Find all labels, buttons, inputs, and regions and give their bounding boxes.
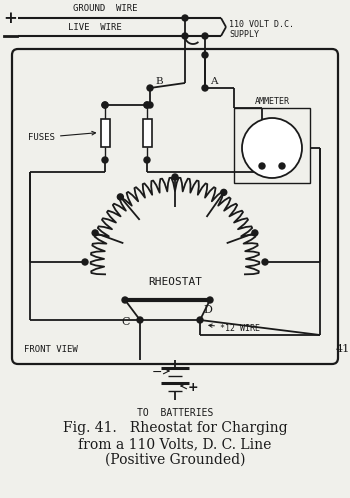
Circle shape bbox=[242, 118, 302, 178]
Text: *12 WIRE: *12 WIRE bbox=[209, 324, 260, 333]
Text: SUPPLY: SUPPLY bbox=[229, 30, 259, 39]
Text: LIVE  WIRE: LIVE WIRE bbox=[68, 23, 122, 32]
Circle shape bbox=[172, 174, 178, 180]
Text: A: A bbox=[210, 77, 217, 86]
Circle shape bbox=[252, 230, 258, 236]
Circle shape bbox=[147, 102, 153, 108]
Text: TO  BATTERIES: TO BATTERIES bbox=[137, 408, 213, 418]
Text: AMMETER: AMMETER bbox=[254, 97, 289, 106]
Circle shape bbox=[122, 297, 128, 303]
Text: +: + bbox=[3, 9, 17, 26]
Text: −: − bbox=[256, 149, 268, 163]
Circle shape bbox=[137, 317, 143, 323]
Circle shape bbox=[144, 157, 150, 163]
Circle shape bbox=[262, 259, 268, 265]
Circle shape bbox=[147, 85, 153, 91]
Circle shape bbox=[221, 189, 227, 195]
Circle shape bbox=[102, 102, 108, 108]
Text: (Positive Grounded): (Positive Grounded) bbox=[105, 453, 245, 467]
Text: FUSES: FUSES bbox=[28, 131, 96, 142]
Circle shape bbox=[92, 230, 98, 236]
Text: +: + bbox=[276, 149, 288, 163]
Text: FRONT VIEW: FRONT VIEW bbox=[24, 345, 78, 354]
Text: 41: 41 bbox=[336, 344, 350, 354]
Circle shape bbox=[259, 163, 265, 169]
Text: +: + bbox=[188, 380, 198, 393]
Circle shape bbox=[82, 259, 88, 265]
Circle shape bbox=[197, 317, 203, 323]
Circle shape bbox=[102, 157, 108, 163]
Circle shape bbox=[202, 52, 208, 58]
Text: D: D bbox=[203, 305, 212, 315]
Text: −: − bbox=[152, 366, 162, 378]
Circle shape bbox=[102, 102, 108, 108]
Text: GROUND  WIRE: GROUND WIRE bbox=[73, 4, 137, 13]
Text: 110 VOLT D.C.: 110 VOLT D.C. bbox=[229, 20, 294, 29]
Circle shape bbox=[202, 33, 208, 39]
Text: B: B bbox=[155, 77, 163, 86]
Circle shape bbox=[144, 102, 150, 108]
Bar bbox=[100, 119, 110, 146]
Circle shape bbox=[182, 15, 188, 21]
Circle shape bbox=[182, 33, 188, 39]
Text: C: C bbox=[121, 317, 130, 327]
Circle shape bbox=[207, 297, 213, 303]
Text: Fig. 41.   Rheostat for Charging: Fig. 41. Rheostat for Charging bbox=[63, 421, 287, 435]
Bar bbox=[142, 119, 152, 146]
Text: RHEOSTAT: RHEOSTAT bbox=[148, 277, 202, 287]
Circle shape bbox=[117, 194, 123, 200]
Circle shape bbox=[144, 102, 150, 108]
Circle shape bbox=[279, 163, 285, 169]
Circle shape bbox=[202, 85, 208, 91]
Bar bbox=[234, 108, 310, 183]
Text: from a 110 Volts, D. C. Line: from a 110 Volts, D. C. Line bbox=[78, 437, 272, 451]
Text: AMMETER: AMMETER bbox=[256, 131, 288, 140]
